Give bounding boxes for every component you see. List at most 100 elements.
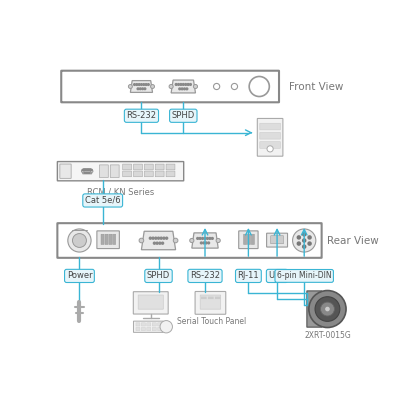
Circle shape xyxy=(184,88,185,90)
Circle shape xyxy=(249,76,269,96)
FancyBboxPatch shape xyxy=(134,321,163,332)
FancyBboxPatch shape xyxy=(101,234,104,244)
FancyBboxPatch shape xyxy=(260,123,280,130)
Circle shape xyxy=(194,84,198,88)
Circle shape xyxy=(90,169,91,170)
Circle shape xyxy=(208,242,210,244)
Circle shape xyxy=(216,238,220,242)
FancyBboxPatch shape xyxy=(271,236,284,244)
FancyBboxPatch shape xyxy=(138,295,163,309)
Circle shape xyxy=(199,238,201,239)
Circle shape xyxy=(159,242,161,244)
FancyBboxPatch shape xyxy=(166,171,175,177)
Circle shape xyxy=(187,84,189,85)
Circle shape xyxy=(136,84,138,85)
Circle shape xyxy=(139,238,144,243)
Circle shape xyxy=(206,238,208,239)
Polygon shape xyxy=(83,169,92,174)
Circle shape xyxy=(154,242,156,244)
FancyBboxPatch shape xyxy=(133,292,168,314)
Circle shape xyxy=(150,84,154,88)
Text: Cat 5e/6: Cat 5e/6 xyxy=(85,196,120,205)
FancyBboxPatch shape xyxy=(155,164,164,170)
Circle shape xyxy=(180,84,182,85)
Circle shape xyxy=(212,238,213,239)
FancyBboxPatch shape xyxy=(97,231,119,248)
Circle shape xyxy=(186,88,188,90)
Circle shape xyxy=(144,88,146,90)
FancyBboxPatch shape xyxy=(105,234,108,244)
Circle shape xyxy=(231,84,238,90)
Circle shape xyxy=(85,169,86,170)
Circle shape xyxy=(89,172,90,173)
FancyBboxPatch shape xyxy=(152,328,156,331)
Circle shape xyxy=(169,84,173,88)
FancyBboxPatch shape xyxy=(134,171,142,177)
Circle shape xyxy=(82,170,84,172)
Polygon shape xyxy=(192,233,218,248)
Circle shape xyxy=(173,238,178,243)
Text: Power: Power xyxy=(67,272,92,280)
Circle shape xyxy=(179,88,181,90)
Circle shape xyxy=(297,242,300,245)
FancyBboxPatch shape xyxy=(123,164,132,170)
Circle shape xyxy=(142,88,144,90)
FancyBboxPatch shape xyxy=(215,297,220,299)
Circle shape xyxy=(68,229,91,252)
Circle shape xyxy=(140,84,142,85)
Circle shape xyxy=(149,237,151,239)
Text: SPHD: SPHD xyxy=(172,111,195,120)
Circle shape xyxy=(202,238,204,239)
Circle shape xyxy=(297,236,300,239)
Circle shape xyxy=(84,169,85,170)
FancyBboxPatch shape xyxy=(166,164,175,170)
FancyBboxPatch shape xyxy=(144,171,153,177)
FancyBboxPatch shape xyxy=(109,234,112,244)
Circle shape xyxy=(267,146,273,152)
Circle shape xyxy=(292,229,316,252)
Text: 6-pin Mini-DIN: 6-pin Mini-DIN xyxy=(277,272,332,280)
FancyBboxPatch shape xyxy=(141,323,146,326)
Text: RS-232: RS-232 xyxy=(126,111,156,120)
Circle shape xyxy=(163,237,165,239)
Text: SPHD: SPHD xyxy=(147,272,170,280)
Circle shape xyxy=(190,84,191,85)
Circle shape xyxy=(182,84,184,85)
FancyBboxPatch shape xyxy=(158,323,162,326)
Polygon shape xyxy=(171,80,196,93)
FancyBboxPatch shape xyxy=(239,231,258,248)
Circle shape xyxy=(160,320,172,333)
Text: RCM / KN Series: RCM / KN Series xyxy=(87,187,154,196)
Circle shape xyxy=(148,84,149,85)
Circle shape xyxy=(140,88,141,90)
FancyBboxPatch shape xyxy=(113,234,116,244)
Circle shape xyxy=(128,84,132,88)
FancyBboxPatch shape xyxy=(144,164,153,170)
Circle shape xyxy=(303,245,306,248)
Circle shape xyxy=(156,242,158,244)
Circle shape xyxy=(200,242,202,244)
Text: RS-232: RS-232 xyxy=(190,272,220,280)
Circle shape xyxy=(160,237,162,239)
Circle shape xyxy=(209,238,211,239)
Circle shape xyxy=(190,238,194,242)
Circle shape xyxy=(84,172,86,173)
Circle shape xyxy=(308,236,311,239)
Circle shape xyxy=(134,84,135,85)
Circle shape xyxy=(320,302,334,316)
Circle shape xyxy=(86,172,87,173)
FancyBboxPatch shape xyxy=(155,171,164,177)
Text: RJ-11: RJ-11 xyxy=(238,272,259,280)
FancyBboxPatch shape xyxy=(195,292,226,314)
FancyBboxPatch shape xyxy=(136,323,140,326)
Text: Serial Touch Panel: Serial Touch Panel xyxy=(176,318,246,326)
Circle shape xyxy=(166,237,168,239)
FancyBboxPatch shape xyxy=(244,234,246,244)
FancyBboxPatch shape xyxy=(200,295,221,309)
Circle shape xyxy=(205,242,207,244)
FancyBboxPatch shape xyxy=(208,297,214,299)
Circle shape xyxy=(158,237,160,239)
FancyBboxPatch shape xyxy=(61,71,279,102)
Polygon shape xyxy=(130,81,152,92)
Circle shape xyxy=(137,88,139,90)
